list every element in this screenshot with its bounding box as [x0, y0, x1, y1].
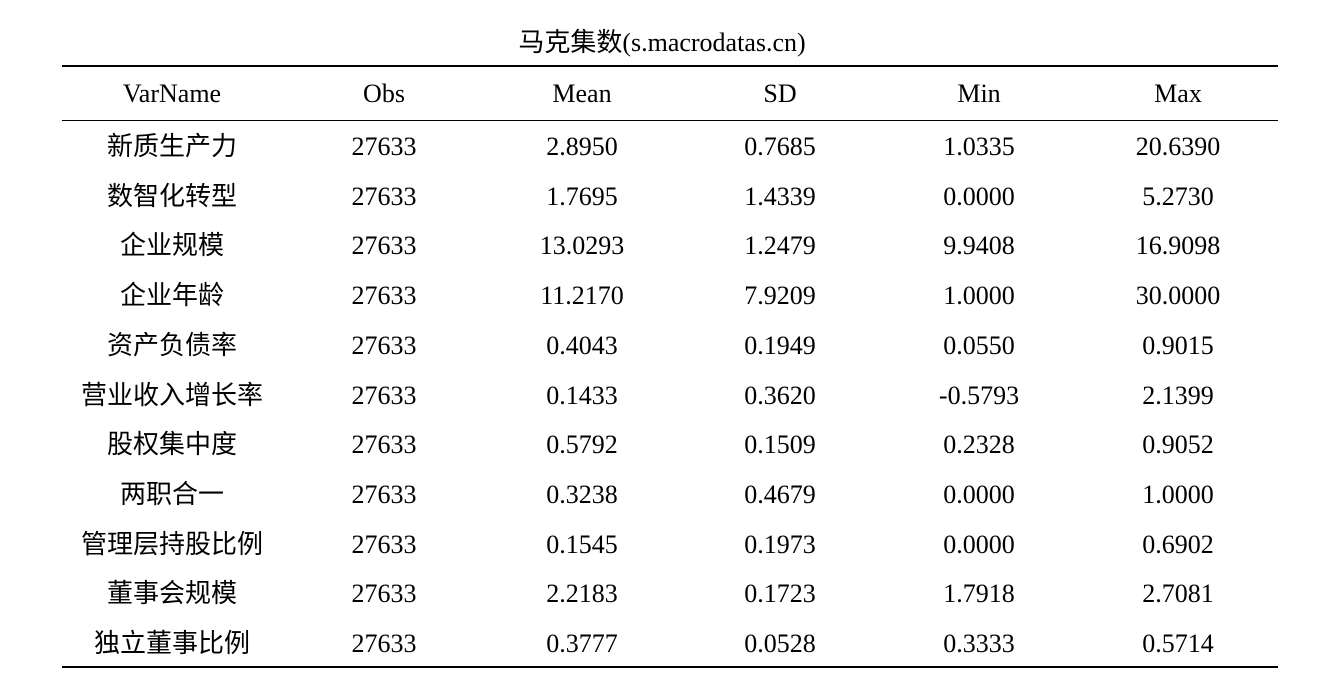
table-cell: 0.7685: [744, 132, 816, 161]
table-cell: 27633: [351, 380, 417, 410]
table-cell: 30.0000: [1135, 281, 1221, 311]
row-label: 数智化转型: [106, 181, 237, 211]
table-cell: 0.9052: [1142, 430, 1214, 460]
header-cell: Min: [957, 79, 1001, 108]
table-cell: 27633: [351, 629, 417, 658]
row-label: 企业规模: [119, 231, 224, 261]
table-cell: 5.2730: [1142, 181, 1214, 211]
table-cell: 16.9098: [1135, 231, 1221, 261]
table-cell: 27633: [351, 579, 417, 609]
table-cell: 0.0000: [943, 479, 1015, 509]
table-cell: 0.4043: [546, 330, 618, 360]
row-label: 股权集中度: [106, 430, 237, 460]
table-cell: 27633: [351, 281, 417, 311]
table-cell: 1.0000: [943, 281, 1015, 311]
row-label: 独立董事比例: [93, 629, 250, 658]
table-cell: 0.1545: [546, 529, 618, 559]
table-cell: 1.4339: [744, 181, 816, 211]
table-cell: 13.0293: [539, 231, 625, 261]
table-cell: 27633: [351, 330, 417, 360]
row-label: 企业年龄: [119, 281, 224, 311]
table-cell: -0.5793: [938, 380, 1020, 410]
table-cell: 9.9408: [943, 231, 1015, 261]
table-cell: 0.0000: [943, 529, 1015, 559]
table-cell: 2.1399: [1142, 380, 1214, 410]
table-cell: 0.0550: [943, 330, 1015, 360]
table-cell: 0.0528: [744, 629, 816, 658]
table-cell: 0.3333: [943, 629, 1015, 658]
table-cell: 0.3238: [546, 479, 618, 509]
table-cell: 0.6902: [1142, 529, 1214, 559]
row-label: 资产负债率: [106, 330, 237, 360]
table-cell: 0.1973: [744, 529, 816, 559]
top-rule: [62, 65, 1278, 67]
table-cell: 27633: [351, 181, 417, 211]
table-cell: 1.0335: [943, 132, 1015, 161]
table-cell: 0.5714: [1142, 629, 1214, 658]
table-cell: 27633: [351, 479, 417, 509]
table-cell: 0.3777: [546, 629, 618, 658]
table-cell: 20.6390: [1135, 132, 1221, 161]
header-cell: Max: [1154, 79, 1202, 108]
table-cell: 2.2183: [546, 579, 618, 609]
row-label: 营业收入增长率: [80, 380, 263, 410]
header-cell: VarName: [122, 79, 222, 108]
row-label: 新质生产力: [106, 132, 237, 161]
header-cell: Obs: [363, 79, 405, 108]
table-cell: 1.2479: [744, 231, 816, 261]
bottom-rule: [62, 666, 1278, 668]
table-cell: 7.9209: [744, 281, 816, 311]
table-cell: 0.1433: [546, 380, 618, 410]
table-cell: 2.7081: [1142, 579, 1214, 609]
table-cell: 0.0000: [943, 181, 1015, 211]
table-cell: 1.7695: [546, 181, 618, 211]
table-cell: 0.2328: [943, 430, 1015, 460]
row-label: 两职合一: [119, 479, 224, 509]
row-label: 管理层持股比例: [80, 529, 263, 559]
table-cell: 0.4679: [744, 479, 816, 509]
header-cell: SD: [763, 79, 797, 108]
header-cell: Mean: [552, 79, 612, 108]
table-cell: 0.1949: [744, 330, 816, 360]
table-cell: 27633: [351, 132, 417, 161]
header-rule: [62, 120, 1278, 121]
table-cell: 0.9015: [1142, 330, 1214, 360]
table-title: 马克集数(s.macrodatas.cn): [518, 28, 806, 57]
table-cell: 1.7918: [943, 579, 1015, 609]
table-cell: 27633: [351, 430, 417, 460]
table-cell: 0.3620: [744, 380, 816, 410]
table-cell: 0.1723: [744, 579, 816, 609]
table-cell: 0.5792: [546, 430, 618, 460]
table-cell: 27633: [351, 231, 417, 261]
table-cell: 11.2170: [540, 281, 624, 311]
table-cell: 0.1509: [744, 430, 816, 460]
table-cell: 1.0000: [1142, 479, 1214, 509]
table-cell: 2.8950: [546, 132, 618, 161]
table-cell: 27633: [351, 529, 417, 559]
row-label: 董事会规模: [106, 579, 237, 609]
